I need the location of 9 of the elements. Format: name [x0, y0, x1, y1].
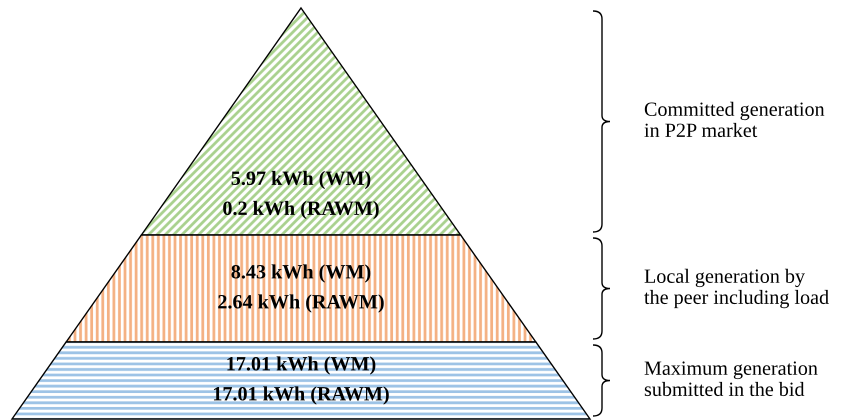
data-label: 0.2 kWh (RAWM) — [223, 200, 379, 220]
data-label: 17.01 kWh (RAWM) — [214, 386, 389, 405]
data-label: 2.64 kWh (RAWM) — [218, 294, 384, 313]
category-label: Maximum generation submitted in the bid — [644, 361, 818, 396]
data-label: 8.43 kWh (WM) — [231, 264, 370, 283]
category-label: Local generation by the peer including load — [644, 268, 829, 308]
data-label: 5.97 kWh (WM) — [232, 170, 370, 190]
data-label: 17.01 kWh (WM) — [227, 356, 376, 375]
category-label: Committed generation in P2P market — [644, 102, 824, 138]
